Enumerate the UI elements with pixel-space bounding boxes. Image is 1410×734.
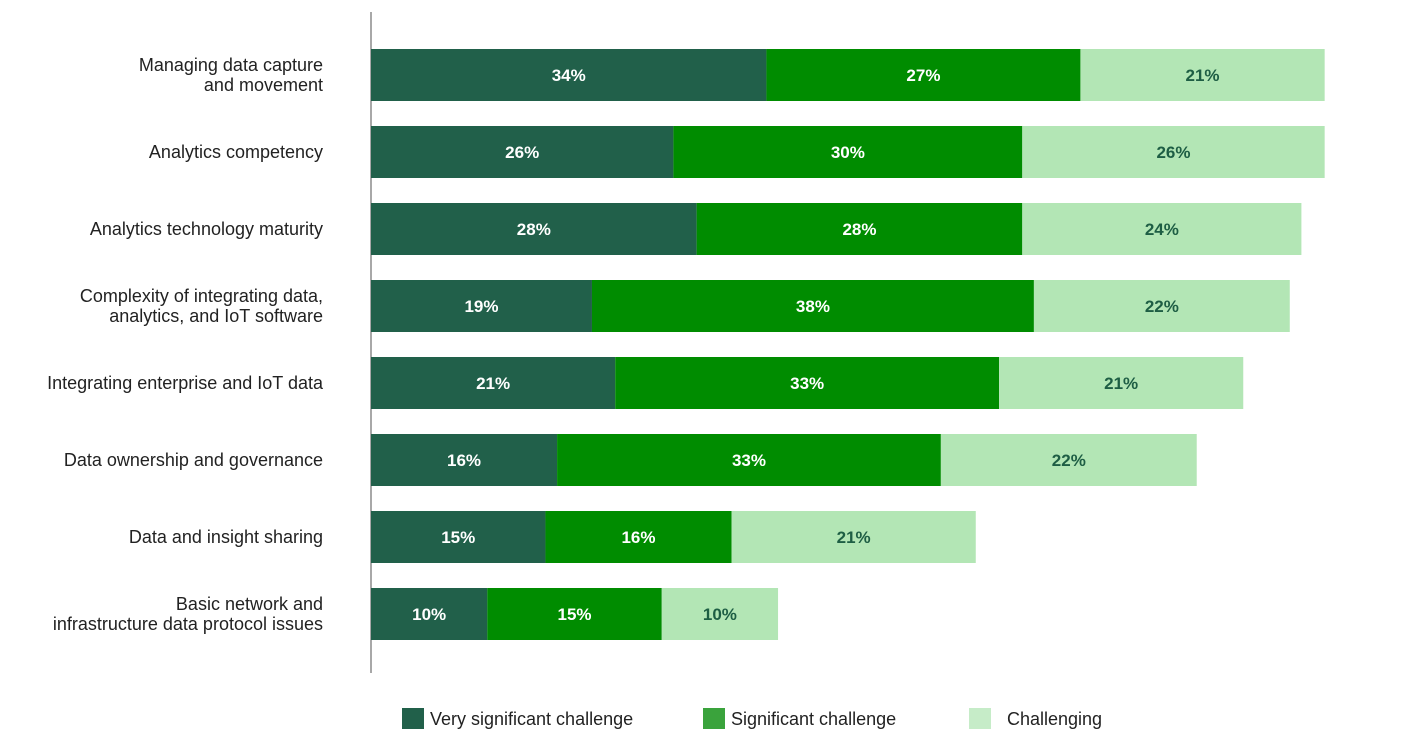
category-label: Integrating enterprise and IoT data [47, 373, 324, 393]
bar-segment-significant-challenge [673, 126, 1023, 178]
category-label-line: Data ownership and governance [64, 450, 323, 470]
bar-segment-challenging [940, 434, 1197, 486]
bar-segment-challenging [999, 357, 1244, 409]
data-label: 21% [1186, 66, 1220, 85]
bar-segment-very-significant-challenge [371, 126, 674, 178]
data-label: 26% [505, 143, 539, 162]
data-label: 27% [906, 66, 940, 85]
category-label-line: and movement [204, 75, 323, 95]
data-label: 21% [1104, 374, 1138, 393]
category-label: Basic network and infrastructure data pro… [53, 594, 323, 634]
data-label: 10% [703, 605, 737, 624]
bar-segment-significant-challenge [545, 511, 732, 563]
data-label: 30% [831, 143, 865, 162]
bar-segment-very-significant-challenge [371, 357, 616, 409]
category-label-line: Complexity of integrating data, [80, 286, 323, 306]
bar-segment-significant-challenge [696, 203, 1023, 255]
bar-segment-very-significant-challenge [371, 280, 592, 332]
bar-segment-significant-challenge [487, 588, 662, 640]
data-label: 16% [621, 528, 655, 547]
data-label: 26% [1156, 143, 1190, 162]
data-label: 33% [790, 374, 824, 393]
data-label: 21% [476, 374, 510, 393]
category-label-line: Analytics competency [149, 142, 323, 162]
category-label-line: infrastructure data protocol issues [53, 614, 323, 634]
legend-swatch [703, 708, 725, 730]
category-label: Managing data capture and movement [139, 55, 323, 95]
data-label: 15% [441, 528, 475, 547]
data-label: 10% [412, 605, 446, 624]
bar-segment-challenging [1033, 280, 1290, 332]
category-label: Data ownership and governance [64, 450, 323, 470]
category-label-line: analytics, and IoT software [109, 306, 323, 326]
bar-segment-significant-challenge [615, 357, 1000, 409]
bar-segment-significant-challenge [766, 49, 1081, 101]
legend-item: Significant challenge [703, 708, 896, 730]
legend-item: Challenging [969, 708, 1102, 730]
data-label: 16% [447, 451, 481, 470]
bar-segment-very-significant-challenge [371, 511, 546, 563]
bar-segment-challenging [661, 588, 779, 640]
bar-segment-significant-challenge [591, 280, 1034, 332]
category-label-line: Managing data capture [139, 55, 323, 75]
data-label: 34% [552, 66, 586, 85]
category-label: Complexity of integrating data, analytics… [80, 286, 323, 326]
data-label: 38% [796, 297, 830, 316]
bar-segment-challenging [1080, 49, 1325, 101]
bar-segment-challenging [731, 511, 976, 563]
data-label: 15% [558, 605, 592, 624]
data-label: 28% [517, 220, 551, 239]
legend-label: Very significant challenge [430, 709, 633, 729]
data-label: 19% [464, 297, 498, 316]
bar-segment-very-significant-challenge [371, 588, 488, 640]
data-label: 22% [1052, 451, 1086, 470]
bar-segment-significant-challenge [557, 434, 941, 486]
category-label: Analytics competency [149, 142, 323, 162]
data-label: 22% [1145, 297, 1179, 316]
bar-segment-challenging [1022, 126, 1325, 178]
data-label: 33% [732, 451, 766, 470]
category-label: Data and insight sharing [129, 527, 323, 547]
category-label-line: Integrating enterprise and IoT data [47, 373, 324, 393]
data-label: 28% [842, 220, 876, 239]
bar-segment-very-significant-challenge [371, 203, 697, 255]
data-label: 24% [1145, 220, 1179, 239]
bar-segment-very-significant-challenge [371, 434, 558, 486]
legend-label: Significant challenge [731, 709, 896, 729]
bar-segment-very-significant-challenge [371, 49, 767, 101]
category-label: Analytics technology maturity [90, 219, 323, 239]
category-label-line: Analytics technology maturity [90, 219, 323, 239]
legend-swatch [402, 708, 424, 730]
legend-swatch [969, 708, 991, 730]
legend-label: Challenging [1007, 709, 1102, 729]
legend-item: Very significant challenge [402, 708, 633, 730]
category-label-line: Basic network and [176, 594, 323, 614]
bar-segment-challenging [1022, 203, 1302, 255]
data-label: 21% [837, 528, 871, 547]
category-label-line: Data and insight sharing [129, 527, 323, 547]
